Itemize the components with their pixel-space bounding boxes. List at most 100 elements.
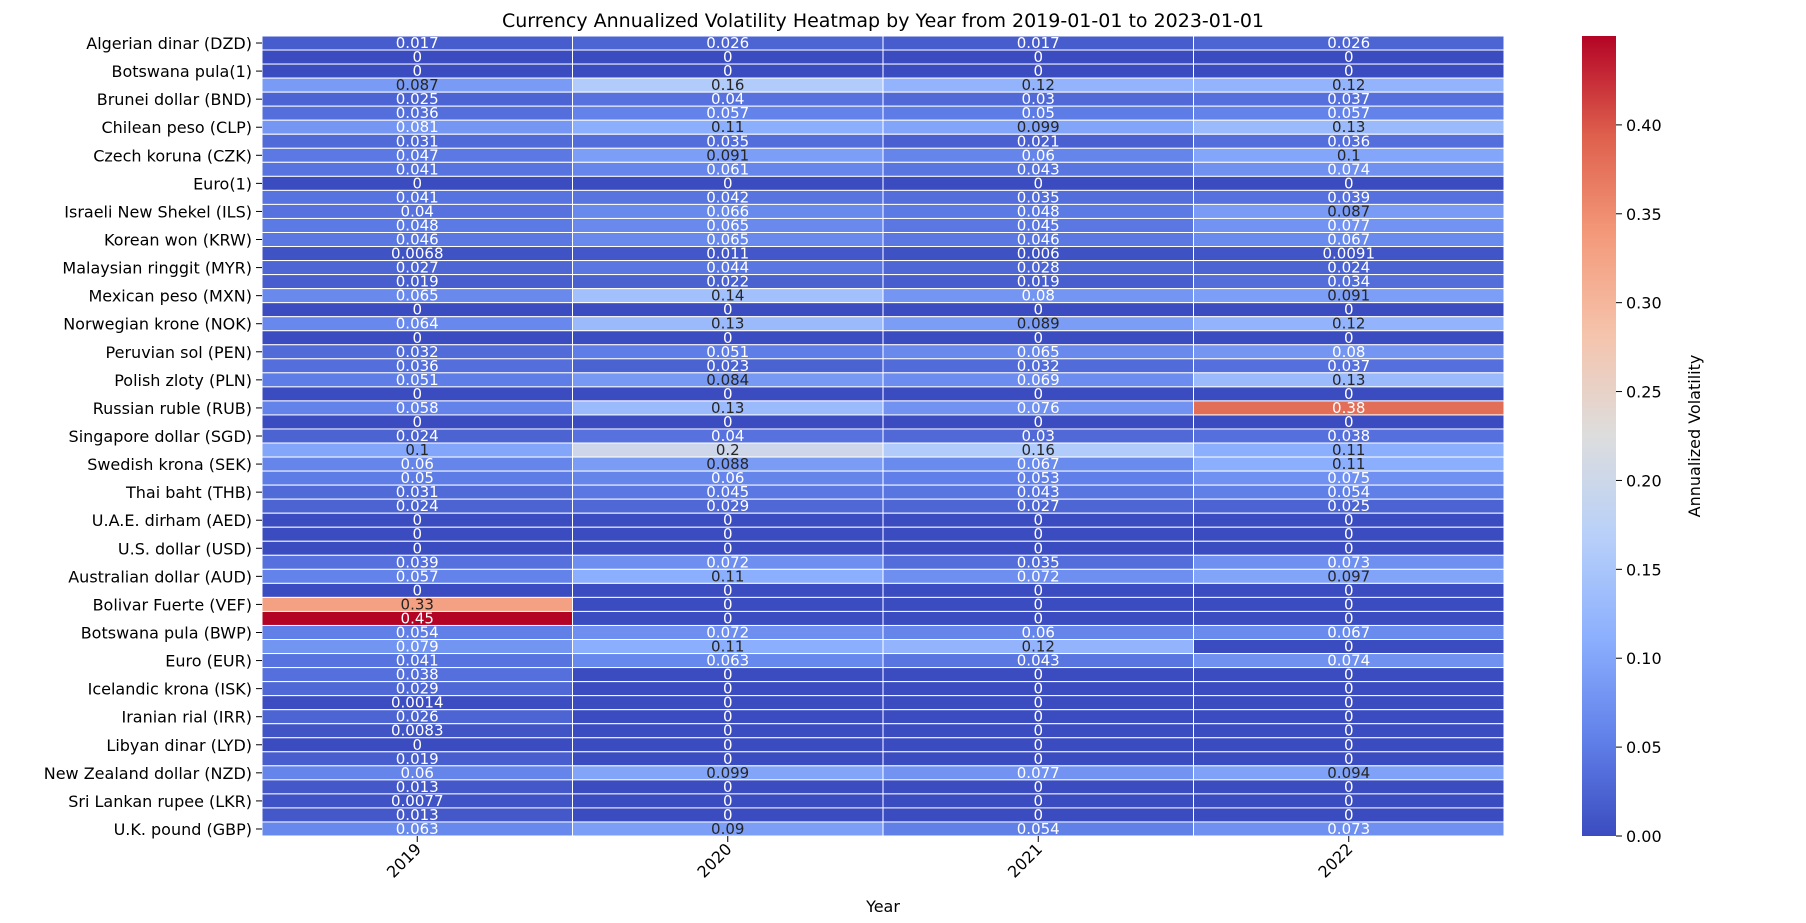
colorbar-tick-label: 0.40 (1626, 116, 1662, 135)
cell-value-label: 0.046 (1017, 231, 1060, 249)
cell-value-label: 0.022 (706, 273, 749, 291)
cell-value-label: 0 (412, 48, 422, 66)
cell-value-label: 0 (412, 525, 422, 543)
cell-value-label: 0 (1033, 48, 1043, 66)
cell-value-label: 0.1 (1337, 146, 1361, 164)
cell-value-label: 0.039 (396, 553, 439, 571)
cell-value-label: 0.13 (1332, 371, 1365, 389)
cell-value-label: 0 (1033, 708, 1043, 726)
cell-value-label: 0.072 (1017, 567, 1060, 585)
cell-value-label: 0.011 (706, 245, 749, 263)
y-tick-label: Russian ruble (RUB) (93, 399, 252, 418)
cell-value-label: 0.032 (396, 343, 439, 361)
x-axis-label: Year (865, 897, 900, 916)
cell-value-label: 0 (1033, 174, 1043, 192)
cell-value-label: 0.041 (396, 160, 439, 178)
cell-value-label: 0.04 (711, 427, 744, 445)
cell-value-label: 0.063 (706, 652, 749, 670)
cell-value-label: 0.11 (711, 638, 744, 656)
cell-value-label: 0.019 (396, 273, 439, 291)
cell-value-label: 0.09 (711, 820, 744, 838)
cell-value-label: 0.13 (711, 315, 744, 333)
cell-value-label: 0.038 (396, 666, 439, 684)
cell-value-label: 0.006 (1017, 245, 1060, 263)
cell-value-label: 0 (723, 722, 733, 740)
cell-value-label: 0 (1344, 511, 1354, 529)
cell-value-label: 0.027 (396, 259, 439, 277)
x-axis-ticks: 2019 2020 2021 2022 (383, 836, 1357, 882)
cell-value-label: 0.035 (1017, 553, 1060, 571)
cell-value-label: 0 (723, 750, 733, 768)
cell-value-label: 0.047 (396, 146, 439, 164)
cell-value-label: 0.057 (396, 567, 439, 585)
chart-title: Currency Annualized Volatility Heatmap b… (502, 10, 1264, 32)
cell-value-label: 0.066 (706, 202, 749, 220)
cell-value-label: 0 (1344, 680, 1354, 698)
cell-value-label: 0.099 (706, 764, 749, 782)
cell-value-label: 0.1 (405, 441, 429, 459)
x-tick-label: 2020 (693, 839, 735, 881)
x-tick-label: 2022 (1314, 839, 1356, 881)
y-tick-label: Israeli New Shekel (ILS) (64, 202, 252, 221)
y-tick-label: Korean won (KRW) (104, 231, 252, 250)
cell-value-label: 0 (723, 539, 733, 557)
cell-value-label: 0.024 (396, 497, 439, 515)
cell-value-label: 0.041 (396, 652, 439, 670)
cell-value-label: 0 (412, 736, 422, 754)
cell-value-label: 0.094 (1327, 764, 1370, 782)
cell-value-label: 0.034 (1327, 273, 1370, 291)
colorbar-tick-label: 0.25 (1626, 383, 1662, 402)
cell-value-label: 0.028 (1017, 259, 1060, 277)
colorbar-tick-label: 0.05 (1626, 738, 1662, 757)
y-tick-label: Swedish krona (SEK) (87, 455, 252, 474)
cell-value-label: 0.097 (1327, 567, 1370, 585)
cell-value-label: 0.45 (401, 609, 434, 627)
cell-value-label: 0.057 (706, 104, 749, 122)
y-tick-label: Icelandic krona (ISK) (88, 680, 252, 699)
cell-value-label: 0.072 (706, 623, 749, 641)
cell-value-label: 0.043 (1017, 483, 1060, 501)
cell-value-label: 0.13 (1332, 118, 1365, 136)
cell-value-label: 0.048 (1017, 202, 1060, 220)
y-tick-label: Algerian dinar (DZD) (86, 34, 252, 53)
cell-value-label: 0 (1344, 62, 1354, 80)
cell-value-label: 0.084 (706, 371, 749, 389)
cell-value-label: 0.091 (706, 146, 749, 164)
cell-value-label: 0.065 (706, 231, 749, 249)
cell-value-label: 0.079 (396, 638, 439, 656)
cell-value-label: 0 (1033, 750, 1043, 768)
cell-value-label: 0.03 (1022, 427, 1055, 445)
cell-value-label: 0.05 (1022, 104, 1055, 122)
colorbar-ticks: 0.00 0.05 0.10 0.15 0.20 0.25 0.30 0.35 0.40 (1616, 116, 1662, 846)
cell-value-label: 0.031 (396, 483, 439, 501)
cell-value-label: 0.024 (1327, 259, 1370, 277)
cell-value-label: 0.046 (396, 231, 439, 249)
cell-value-label: 0.16 (711, 76, 744, 94)
cell-value-label: 0.14 (711, 287, 744, 305)
colorbar-gradient (1582, 36, 1616, 836)
cell-value-label: 0 (1344, 736, 1354, 754)
cell-value-label: 0.11 (711, 118, 744, 136)
cell-value-label: 0.06 (401, 455, 434, 473)
cell-value-label: 0.074 (1327, 160, 1370, 178)
cell-value-label: 0.023 (706, 357, 749, 375)
cell-value-label: 0 (723, 680, 733, 698)
cell-value-label: 0 (1344, 708, 1354, 726)
cell-value-label: 0.035 (706, 132, 749, 150)
y-tick-label: Thai baht (THB) (125, 483, 252, 502)
cell-value-label: 0.029 (396, 680, 439, 698)
cell-value-label: 0.087 (396, 76, 439, 94)
y-tick-label: Libyan dinar (LYD) (106, 736, 252, 755)
cell-value-label: 0.16 (1022, 441, 1055, 459)
cell-value-label: 0.077 (1017, 764, 1060, 782)
cell-value-label: 0.043 (1017, 160, 1060, 178)
cell-value-label: 0 (723, 48, 733, 66)
cell-value-label: 0 (723, 708, 733, 726)
cell-value-label: 0.065 (396, 287, 439, 305)
y-tick-label: Czech koruna (CZK) (93, 146, 252, 165)
cell-value-label: 0.025 (1327, 497, 1370, 515)
cell-value-label: 0 (1033, 666, 1043, 684)
y-tick-label: Peruvian sol (PEN) (106, 343, 252, 362)
cell-value-label: 0.091 (1327, 287, 1370, 305)
